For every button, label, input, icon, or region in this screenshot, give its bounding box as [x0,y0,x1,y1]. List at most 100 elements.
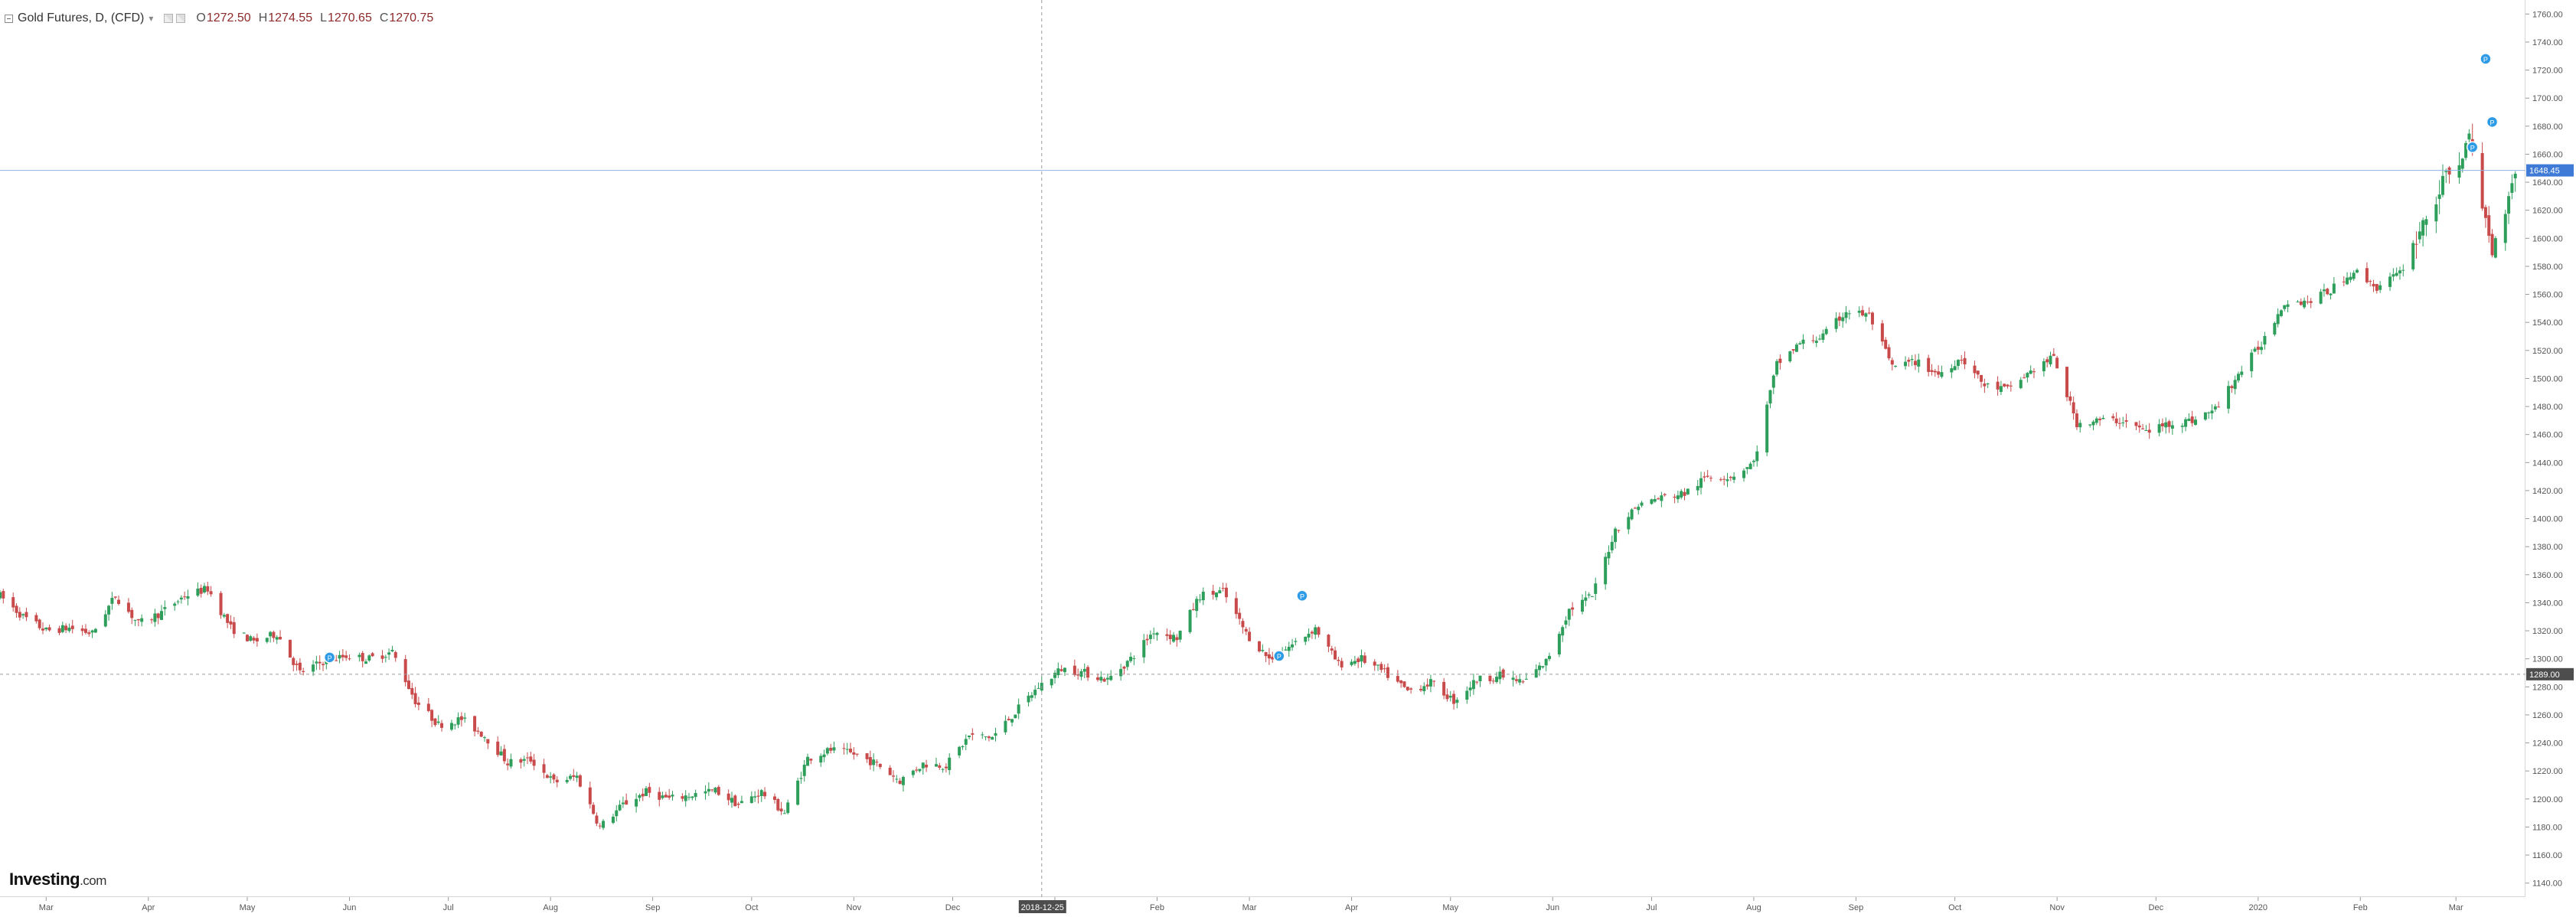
candle-body [595,815,599,824]
candle-body [1963,357,1967,365]
x-tick-label: Aug [543,903,558,912]
instrument-title[interactable]: Gold Futures, D, (CFD) [18,11,145,24]
candle-body [117,599,121,604]
candle-body [1291,644,1295,648]
candle-body [2068,396,2072,401]
candle-body [2424,219,2428,225]
candle-body [183,596,187,598]
candle-body [1650,499,1654,504]
candle-body [107,605,111,615]
candle-body [552,774,556,780]
candle-body [522,759,526,761]
candle-body [1607,552,1611,559]
event-marker-label: P [1300,592,1304,600]
plot-area[interactable] [0,0,2525,897]
candle-body [1676,495,1680,500]
candle-body [47,627,51,631]
instrument-menu-caret-icon[interactable]: ▾ [149,13,154,24]
candle-body [160,611,164,620]
x-tick-label: Jun [343,903,357,912]
candle-body [483,737,487,739]
candle-body [1363,655,1366,664]
candle-body [1927,357,1931,372]
candle-body [67,628,71,631]
candle-body [635,798,638,807]
candle-body [1534,669,1538,678]
candle-body [1373,661,1376,666]
candle-body [90,630,94,633]
candle-body [1564,620,1568,625]
candle-body [416,702,420,705]
candle-body [506,763,510,765]
candle-body [2437,194,2441,199]
candle-body [433,718,437,726]
candle-body [2467,133,2471,140]
candle-body [1432,680,1436,682]
candle-body [911,770,915,775]
candle-body [44,627,48,630]
candle-body [2134,422,2138,426]
y-tick-label: 1420.00 [2532,487,2563,496]
candle-body [242,632,246,634]
candle-body [1409,688,1413,690]
candle-body [2078,423,2082,428]
candle-body [1801,339,1805,344]
candle-body [1175,637,1179,641]
candle-body [1725,479,1729,481]
candle-body [710,789,714,791]
candle-body [888,767,892,775]
candle-body [2260,347,2264,351]
candle-body [453,724,457,726]
candle-body [1864,313,1868,317]
crosshair-price-label: 1289.00 [2529,671,2560,680]
candle-body [2003,383,2006,387]
y-tick-label: 1320.00 [2532,627,2563,636]
candle-body [2088,424,2092,426]
candle-body [1910,358,1914,361]
candle-body [390,649,394,651]
collapse-legend-icon[interactable] [5,14,13,23]
legend-settings-icon[interactable] [164,14,174,23]
candle-body [519,759,523,763]
candle-body [288,639,292,658]
candle-body [2,591,5,599]
candle-body [1053,673,1057,678]
candle-body [2369,281,2372,282]
legend-visibility-icon[interactable] [176,14,186,23]
candle-body [2213,406,2217,410]
y-tick-label: 1700.00 [2532,94,2563,103]
candle-body [2190,416,2194,423]
candle-body [202,586,206,592]
candle-body [1129,657,1133,661]
candle-body [749,796,753,804]
y-tick-label: 1180.00 [2532,823,2562,832]
candle-body [1386,667,1389,678]
candle-body [2464,142,2468,158]
candle-body [406,680,410,690]
candle-body [934,764,938,767]
candle-body [292,658,295,665]
candle-body [2283,305,2287,309]
candle-body [2157,424,2161,433]
candle-body [2365,268,2369,282]
candle-body [1455,700,1459,703]
candle-body [1310,631,1314,634]
candle-body [265,638,269,642]
x-tick-label: 2020 [2249,903,2267,912]
candle-body [1673,496,1677,498]
candle-body [80,628,84,631]
candle-body [2414,243,2418,245]
y-tick-label: 1240.00 [2532,739,2563,749]
x-tick-label: Dec [2149,903,2164,912]
y-tick-label: 1140.00 [2532,879,2562,889]
candle-body [179,597,183,600]
candle-body [1794,344,1798,352]
candle-body [1284,649,1288,651]
candle-body [572,775,576,777]
candle-body [1261,650,1265,651]
candle-body [252,638,256,641]
candle-body [426,703,430,711]
candle-body [229,621,233,625]
candle-body [806,756,810,766]
